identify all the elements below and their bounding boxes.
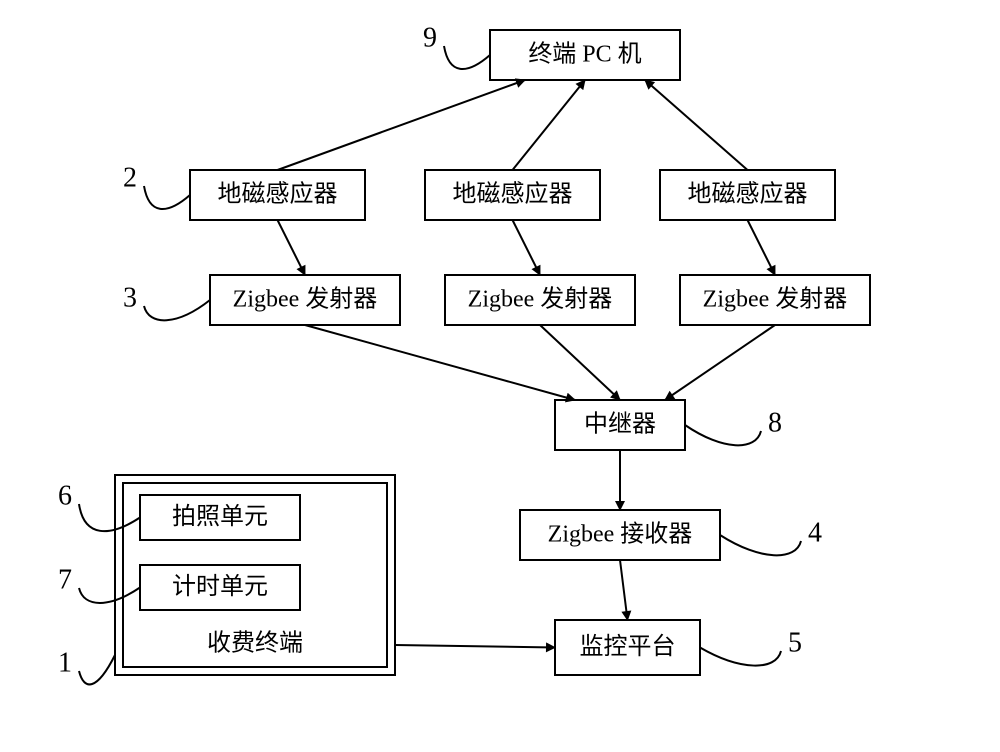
- arrow-geo2-to-zb2: [513, 220, 541, 275]
- ref-number-6: 6: [58, 480, 72, 511]
- arrow-zb3-to-repeater: [665, 325, 775, 400]
- leader-n9: [444, 46, 490, 69]
- leader-n1: [79, 655, 115, 684]
- arrow-zbrx-to-monitor: [620, 560, 628, 620]
- ref-number-7: 7: [58, 564, 72, 595]
- ref-number-3: 3: [123, 282, 137, 313]
- zb2-label: Zigbee 发射器: [468, 286, 613, 313]
- zb1-label: Zigbee 发射器: [233, 286, 378, 313]
- ref-number-4: 4: [808, 517, 822, 548]
- arrow-geo1-to-zb1: [278, 220, 306, 275]
- fee-terminal-label: 收费终端: [207, 630, 303, 657]
- ref-number-2: 2: [123, 162, 137, 193]
- arrow-geo1-to-pc: [278, 80, 526, 170]
- leader-n2: [144, 186, 190, 209]
- repeater-label: 中继器: [584, 411, 656, 438]
- arrow-geo2-to-pc: [513, 80, 586, 170]
- pc-label: 终端 PC 机: [528, 41, 641, 68]
- geo3-label: 地磁感应器: [688, 181, 808, 208]
- zb3-label: Zigbee 发射器: [703, 286, 848, 313]
- leader-n3: [144, 300, 210, 320]
- ref-number-8: 8: [768, 407, 782, 438]
- arrow-geo3-to-zb3: [748, 220, 776, 275]
- ref-number-5: 5: [788, 627, 802, 658]
- ref-number-1: 1: [58, 647, 72, 678]
- zbrx-label: Zigbee 接收器: [548, 521, 693, 548]
- arrow-zb1-to-repeater: [305, 325, 575, 400]
- geo1-label: 地磁感应器: [218, 181, 338, 208]
- photo-label: 拍照单元: [172, 503, 268, 530]
- leader-n4: [720, 535, 801, 555]
- arrow-geo3-to-pc: [645, 80, 748, 170]
- timer-label: 计时单元: [172, 573, 268, 600]
- monitor-label: 监控平台: [580, 633, 676, 660]
- geo2-label: 地磁感应器: [453, 181, 573, 208]
- leader-n8: [685, 425, 761, 445]
- leader-n5: [700, 648, 781, 666]
- arrow-fee_outer-to-monitor: [395, 645, 555, 648]
- arrow-zb2-to-repeater: [540, 325, 620, 400]
- ref-number-9: 9: [423, 22, 437, 53]
